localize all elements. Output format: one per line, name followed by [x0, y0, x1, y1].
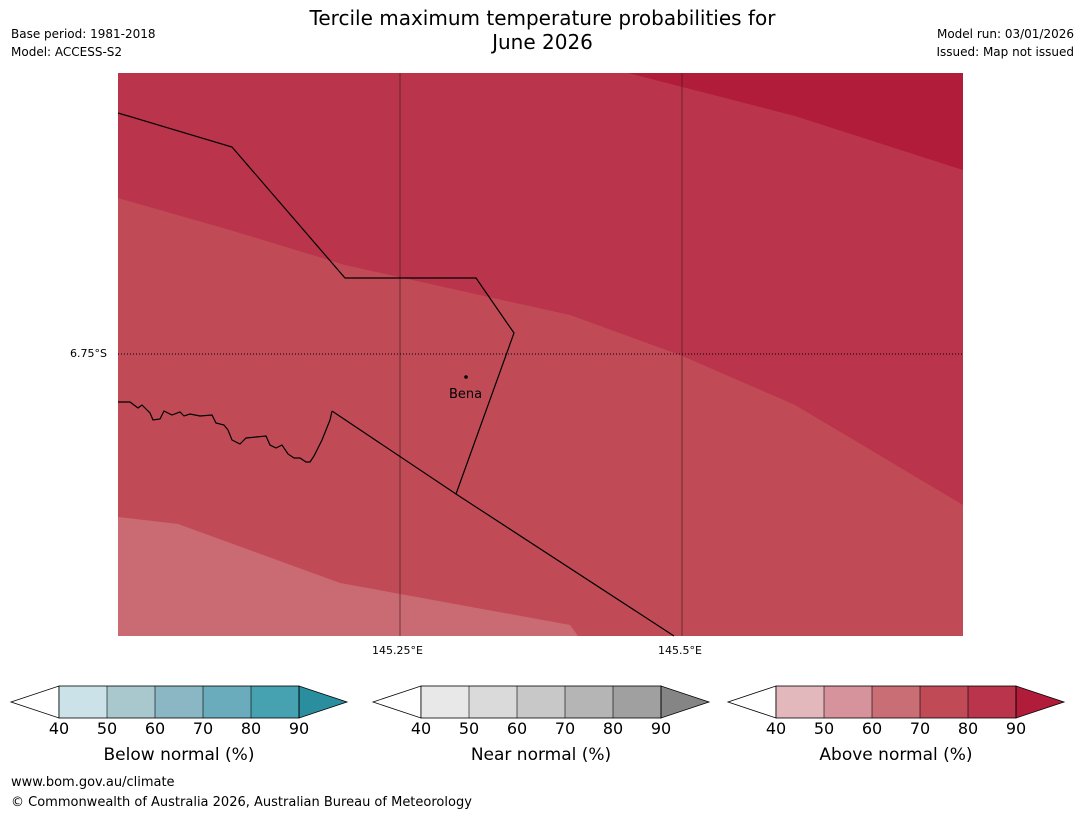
cb-near-label: Near normal (%): [470, 745, 612, 765]
cb-near-tick: 40: [410, 719, 432, 738]
meta-left: Base period: 1981-2018 Model: ACCESS-S2: [11, 25, 156, 61]
cb-near-segment: [517, 686, 565, 718]
cb-below-label: Below normal (%): [103, 745, 255, 765]
base-period: Base period: 1981-2018: [11, 27, 156, 41]
cb-above-tick: 60: [861, 719, 883, 738]
cb-above-tick: 40: [765, 719, 787, 738]
meta-right: Model run: 03/01/2026 Issued: Map not is…: [936, 25, 1074, 61]
map-title: Tercile maximum temperature probabilitie…: [0, 6, 1085, 54]
cb-above-tick: 70: [909, 719, 931, 738]
title-line-1: Tercile maximum temperature probabilitie…: [309, 6, 776, 30]
cb-below-tick: 70: [192, 719, 214, 738]
cb-below-extend-high: [298, 685, 349, 719]
cb-below-segment: [59, 686, 107, 718]
cb-above-label: Above normal (%): [819, 745, 973, 765]
cb-below-extend-low: [9, 685, 60, 719]
bena-marker[interactable]: [464, 375, 468, 379]
cb-below-segment: [155, 686, 203, 718]
model-run: Model run: 03/01/2026: [936, 27, 1074, 41]
model-name: Model: ACCESS-S2: [11, 45, 123, 59]
cb-near-segment: [421, 686, 469, 718]
cb-near-extend-low: [371, 685, 422, 719]
footer-url[interactable]: www.bom.gov.au/climate: [11, 775, 175, 790]
cb-below-tick: 40: [48, 719, 70, 738]
cb-above-segment: [920, 686, 968, 718]
cb-above-segment: [824, 686, 872, 718]
cb-near-segment: [469, 686, 517, 718]
cb-near-segment: [565, 686, 613, 718]
cb-below-tick: 80: [240, 719, 262, 738]
cb-near-tick: 70: [554, 719, 576, 738]
cb-below-segment: [107, 686, 155, 718]
cb-above-tick: 80: [957, 719, 979, 738]
cb-near-tick: 60: [506, 719, 528, 738]
cb-above-segment: [776, 686, 824, 718]
cb-below-tick: 90: [288, 719, 310, 738]
district-boundary: [331, 410, 675, 637]
cb-above-extend-low: [726, 685, 777, 719]
lon-label-145-5: 145.5°E: [658, 644, 702, 657]
river-line: [118, 401, 333, 463]
cb-below-tick: 50: [96, 719, 118, 738]
band-above-60: [118, 517, 578, 636]
cb-near-tick: 80: [602, 719, 624, 738]
footer-copyright: © Commonwealth of Australia 2026, Austra…: [11, 795, 472, 810]
province-boundary: [117, 112, 515, 495]
issued-status: Issued: Map not issued: [936, 45, 1074, 59]
colorbar-near-normal: [371, 685, 711, 719]
lon-label-145-25: 145.25°E: [372, 644, 423, 657]
cb-below-segment: [251, 686, 299, 718]
cb-near-segment: [613, 686, 661, 718]
colorbar-above-normal: [726, 685, 1066, 719]
cb-near-extend-high: [660, 685, 711, 719]
lat-label-6-75: 6.75°S: [70, 347, 107, 360]
place-label-bena: Bena: [449, 387, 483, 402]
cb-below-segment: [203, 686, 251, 718]
title-line-2: June 2026: [492, 30, 593, 54]
band-above-90: [628, 73, 963, 170]
cb-near-tick: 90: [650, 719, 672, 738]
cb-near-tick: 50: [458, 719, 480, 738]
cb-above-extend-high: [1015, 685, 1066, 719]
colorbar-below-normal: [9, 685, 349, 719]
cb-above-tick: 90: [1005, 719, 1027, 738]
cb-above-segment: [872, 686, 920, 718]
cb-above-tick: 50: [813, 719, 835, 738]
cb-below-tick: 60: [144, 719, 166, 738]
band-above-70: [118, 198, 963, 636]
cb-above-segment: [968, 686, 1016, 718]
